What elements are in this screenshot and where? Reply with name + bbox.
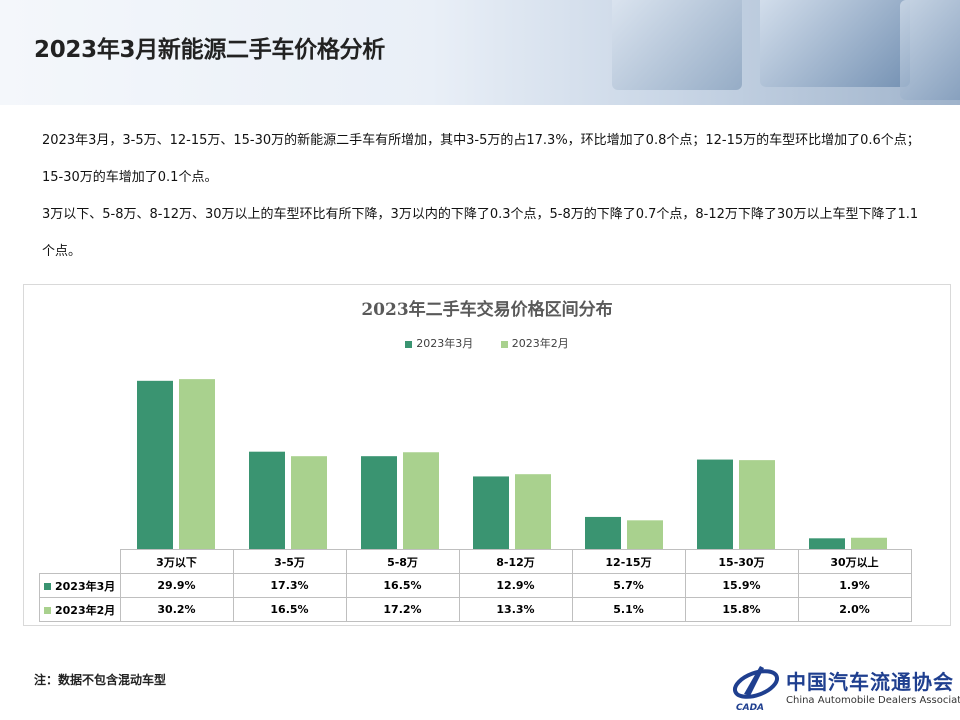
table-cell: 15.8% (684, 597, 799, 622)
bar-february-4 (515, 474, 551, 549)
legend-item-march: 2023年3月 (405, 335, 473, 351)
legend-item-february: 2023年2月 (500, 335, 569, 351)
logo-name-cn: 中国汽车流通协会 (786, 670, 954, 694)
table-cell: 17.3% (232, 573, 347, 598)
table-cell: 16.5% (232, 597, 347, 622)
bar-march-1 (137, 380, 173, 549)
table-header-cell: 5-8万 (345, 549, 460, 574)
table-corner (39, 549, 121, 574)
footnote: 注：数据不包含混动车型 (34, 673, 167, 687)
legend-swatch-march (405, 340, 413, 348)
bar-february-2 (291, 456, 327, 549)
table-cell: 29.9% (119, 573, 234, 598)
header-banner: 2023年3月新能源二手车价格分析 (0, 0, 960, 105)
bar-march-5 (585, 516, 621, 549)
decor-cube (760, 0, 910, 87)
table-series-label: 2023年2月 (39, 597, 121, 622)
bar-february-1 (179, 379, 215, 549)
table-cell: 15.9% (684, 573, 799, 598)
page-title: 2023年3月新能源二手车价格分析 (34, 37, 385, 63)
table-row-february: 2023年2月 30.2% 16.5% 17.2% 13.3% 5.1% 15.… (39, 597, 912, 622)
svg-text:CADA: CADA (736, 703, 764, 712)
legend-swatch-february (500, 340, 508, 348)
bar-february-7 (851, 537, 887, 549)
legend-label-march: 2023年3月 (416, 337, 474, 350)
cada-logo-icon: CADA (732, 666, 780, 712)
bar-plot-area (137, 379, 887, 549)
bar-february-5 (627, 520, 663, 549)
table-cell: 5.7% (571, 573, 686, 598)
data-table: 3万以下 3-5万 5-8万 8-12万 12-15万 15-30万 30万以上… (39, 549, 912, 622)
series-name: 2023年2月 (55, 603, 116, 617)
legend-label-february: 2023年2月 (511, 337, 569, 350)
decor-cube (612, 0, 742, 90)
series-swatch-march (44, 583, 51, 590)
table-cell: 16.5% (345, 573, 460, 598)
table-header-row: 3万以下 3-5万 5-8万 8-12万 12-15万 15-30万 30万以上 (39, 549, 912, 574)
table-series-label: 2023年3月 (39, 573, 121, 598)
chart-legend: 2023年3月 2023年2月 (24, 335, 950, 351)
bar-march-7 (809, 538, 845, 549)
table-header-cell: 30万以上 (797, 549, 912, 574)
table-cell: 17.2% (345, 597, 460, 622)
table-cell: 1.9% (797, 573, 912, 598)
association-logo: CADA 中国汽车流通协会 China Automobile Dealers A… (730, 660, 960, 715)
bar-february-6 (739, 460, 775, 549)
bar-march-3 (361, 456, 397, 549)
table-header-cell: 12-15万 (571, 549, 686, 574)
table-header-cell: 3万以下 (119, 549, 234, 574)
table-cell: 5.1% (571, 597, 686, 622)
table-header-cell: 8-12万 (458, 549, 573, 574)
series-name: 2023年3月 (55, 579, 116, 593)
table-row-march: 2023年3月 29.9% 17.3% 16.5% 12.9% 5.7% 15.… (39, 573, 912, 598)
bar-february-3 (403, 452, 439, 549)
table-cell: 13.3% (458, 597, 573, 622)
bar-march-4 (473, 476, 509, 549)
bar-march-2 (249, 451, 285, 549)
summary-paragraph-2: 3万以下、5-8万、8-12万、30万以上的车型环比有所下降，3万以内的下降了0… (42, 207, 919, 259)
series-swatch-february (44, 607, 51, 614)
table-cell: 30.2% (119, 597, 234, 622)
table-header-cell: 3-5万 (232, 549, 347, 574)
table-cell: 12.9% (458, 573, 573, 598)
table-cell: 2.0% (797, 597, 912, 622)
summary-paragraph-1: 2023年3月，3-5万、12-15万、15-30万的新能源二手车有所增加，其中… (42, 133, 920, 185)
bar-march-6 (697, 459, 733, 549)
chart-title: 2023年二手车交易价格区间分布 (361, 300, 613, 320)
chart-container: 2023年二手车交易价格区间分布 2023年3月 2023年2月 3万以下 3-… (23, 284, 951, 626)
logo-name-en: China Automobile Dealers Association (786, 695, 960, 706)
table-header-cell: 15-30万 (684, 549, 799, 574)
decor-cube (900, 0, 960, 100)
